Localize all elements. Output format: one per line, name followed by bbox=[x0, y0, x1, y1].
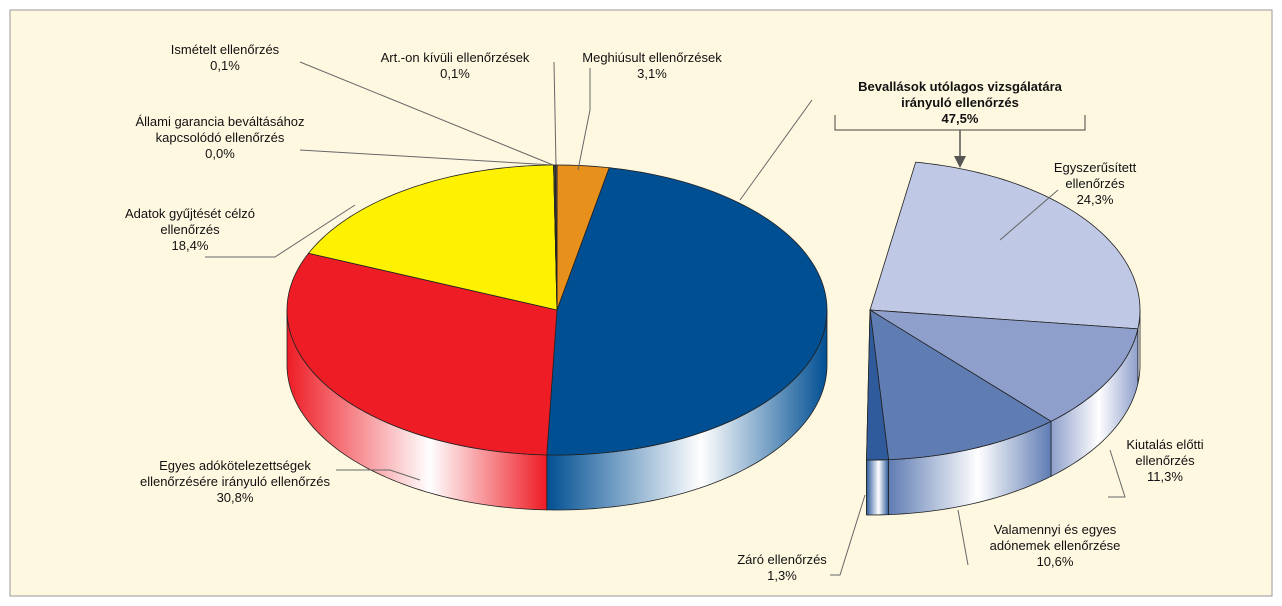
slice-name: Állami garancia beváltásához kapcsolódó … bbox=[135, 114, 305, 145]
slice-value: 0,1% bbox=[440, 66, 470, 81]
slice-name: Valamennyi és egyes adónemek ellenőrzése bbox=[989, 522, 1121, 553]
slice-label: Meghiúsult ellenőrzések 3,1% bbox=[582, 50, 721, 82]
slice-name: Egyszerűsített ellenőrzés bbox=[1053, 160, 1137, 191]
slice-name: Záró ellenőrzés bbox=[737, 552, 827, 567]
leader-line bbox=[299, 149, 554, 166]
slice-value: 47,5% bbox=[941, 111, 979, 126]
leader-line bbox=[299, 61, 554, 166]
slice-name: Art.-on kívüli ellenőrzések bbox=[380, 50, 530, 65]
pie-slice bbox=[286, 252, 558, 456]
leader-line bbox=[999, 189, 1059, 241]
slice-value: 18,4% bbox=[171, 238, 209, 253]
leader-line bbox=[577, 68, 591, 171]
leader-line bbox=[205, 204, 356, 258]
slice-name: Ismételt ellenőrzés bbox=[170, 42, 280, 57]
pie-slice bbox=[869, 161, 1141, 330]
leader-line bbox=[957, 509, 969, 566]
pie-slice bbox=[869, 309, 1052, 461]
slice-label: Egyszerűsített ellenőrzés 24,3% bbox=[1054, 160, 1136, 208]
bracket-arrowhead bbox=[954, 156, 966, 168]
slice-value: 3,1% bbox=[637, 66, 667, 81]
slice-value: 0,1% bbox=[210, 58, 240, 73]
slice-value: 30,8% bbox=[216, 490, 254, 505]
slice-value: 11,3% bbox=[1147, 469, 1183, 484]
leader-line bbox=[830, 494, 866, 576]
leader-line bbox=[336, 469, 421, 481]
slice-name: Egyes adókötelezettségek ellenőrzésére i… bbox=[139, 458, 331, 489]
slice-label: Adatok gyűjtését célzó ellenőrzés 18,4% bbox=[125, 206, 255, 254]
slice-value: 10,6% bbox=[1036, 554, 1074, 569]
slice-value: 24,3% bbox=[1076, 192, 1114, 207]
leader-line bbox=[739, 99, 813, 201]
pie-slice bbox=[866, 309, 890, 461]
slice-name: Kiutalás előtti ellenőrzés bbox=[1126, 437, 1204, 468]
pie-slice bbox=[546, 167, 828, 456]
leader-line bbox=[553, 61, 557, 166]
leader-line bbox=[1108, 449, 1126, 498]
slice-label: Állami garancia beváltásához kapcsolódó … bbox=[135, 114, 304, 162]
pie-slice bbox=[869, 309, 1139, 422]
pie-slice bbox=[554, 164, 558, 311]
slice-label: Valamennyi és egyes adónemek ellenőrzése… bbox=[990, 522, 1121, 570]
slice-label: Egyes adókötelezettségek ellenőrzésére i… bbox=[140, 458, 330, 506]
slice-label: Art.-on kívüli ellenőrzések 0,1% bbox=[381, 50, 530, 82]
pie-side bbox=[866, 459, 889, 516]
slice-value: 1,3% bbox=[767, 568, 797, 583]
slice-value: 0,0% bbox=[205, 146, 235, 161]
slice-label: Záró ellenőrzés 1,3% bbox=[737, 552, 827, 584]
slice-name: Adatok gyűjtését célzó ellenőrzés bbox=[124, 206, 256, 237]
slice-label: Bevallások utólagos vizsgálatára irányul… bbox=[858, 79, 1062, 127]
slice-name: Meghiúsult ellenőrzések bbox=[582, 50, 722, 65]
slice-label: Kiutalás előtti ellenőrzés 11,3% bbox=[1126, 437, 1203, 485]
slice-name: Bevallások utólagos vizsgálatára irányul… bbox=[858, 79, 1062, 110]
slice-label: Ismételt ellenőrzés 0,1% bbox=[171, 42, 279, 74]
pie-slice bbox=[307, 164, 558, 311]
